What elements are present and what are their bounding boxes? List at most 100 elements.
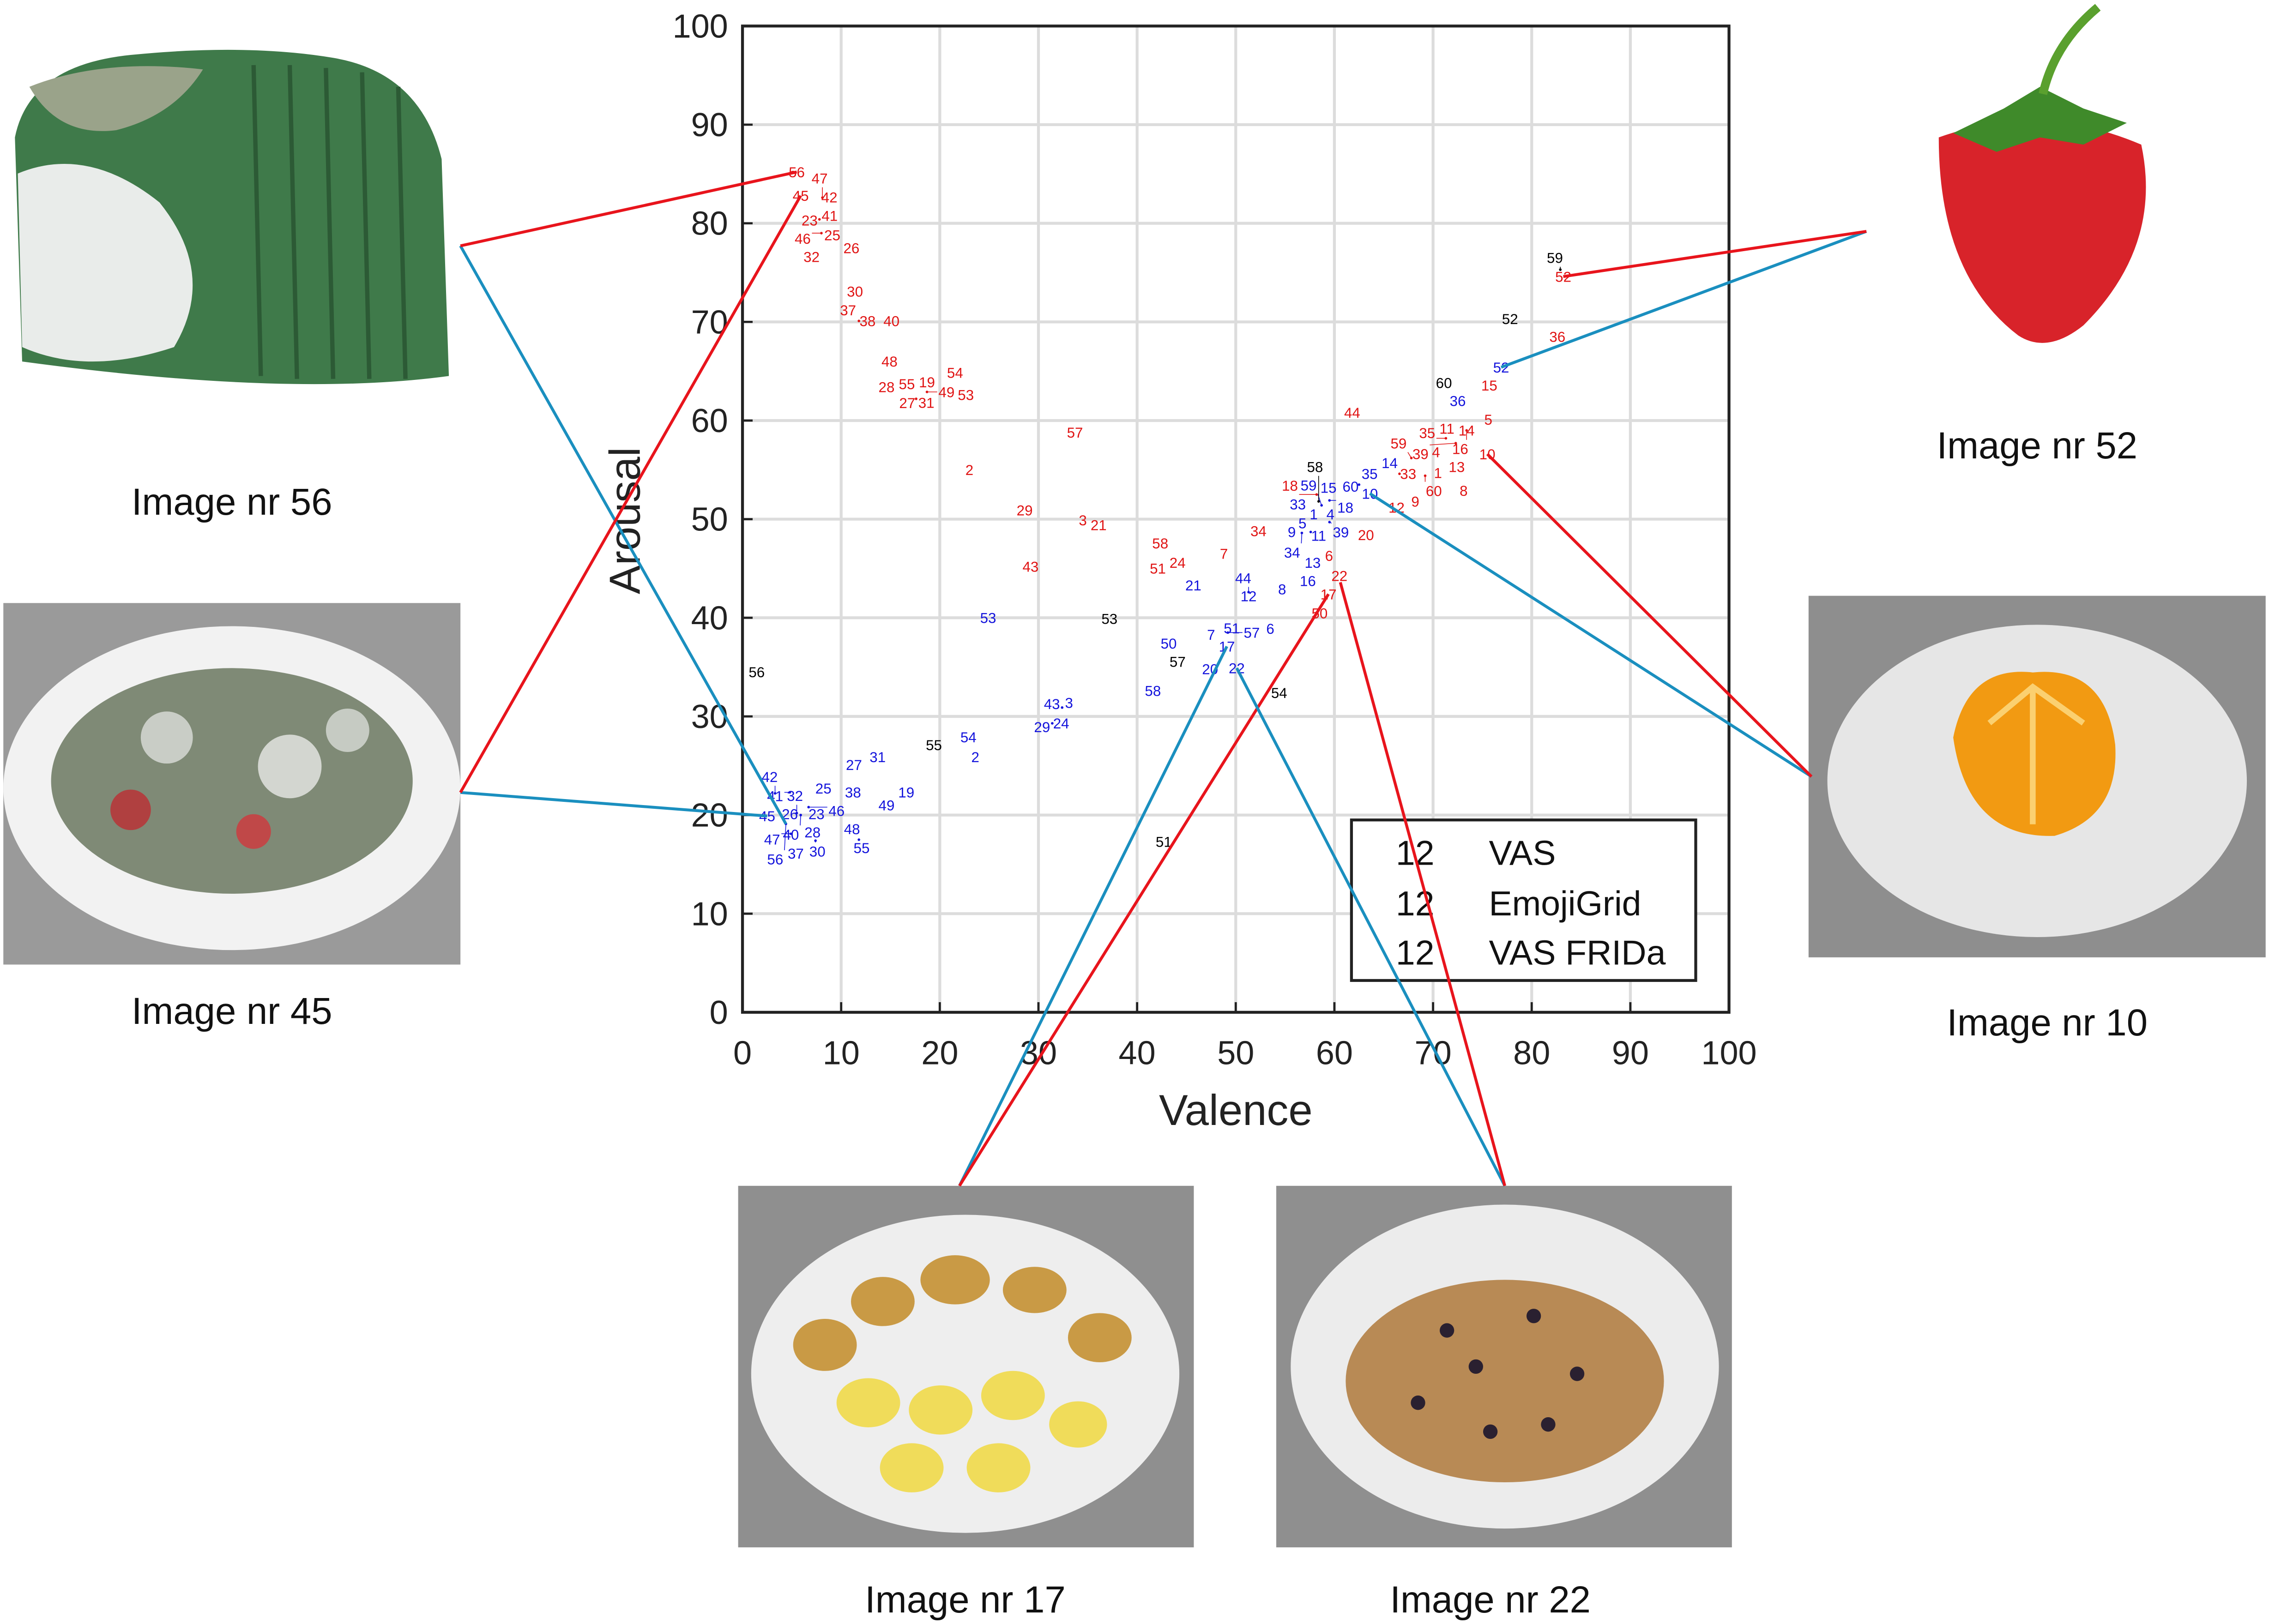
point-marker [1444,437,1448,440]
point-label: 54 [947,365,963,381]
point-marker [1247,590,1250,594]
point-marker [807,806,810,809]
point-label: 16 [1300,573,1316,589]
point-label: 54 [960,729,977,746]
point-label: 40 [783,827,799,843]
label-leader-line [800,815,801,826]
point-label: 59 [1547,250,1563,266]
point-label: 49 [938,384,954,400]
point-label: 13 [1448,459,1465,475]
point-label: 7 [1220,546,1228,562]
point-label: 2 [972,749,979,765]
scatter-chart: 0 10 20 30 40 50 60 70 80 90 100 01020304050607080… [601,8,1757,1134]
point-label: 37 [788,846,804,862]
point-label: 57 [1067,425,1083,441]
point-label: 24 [1170,555,1186,571]
x-tick-label: 10 [823,1035,860,1072]
point-marker [799,813,802,817]
point-label: 15 [1481,378,1497,394]
point-label: 58 [1307,459,1323,475]
point-label: 42 [821,189,838,205]
point-label: 5 [1485,412,1492,428]
point-label: 51 [1224,620,1240,637]
point-label: 33 [1290,497,1306,513]
point-label: 4 [1432,445,1440,461]
point-label: 59 [1301,478,1317,494]
point-marker [915,397,917,400]
point-label: 20 [1358,527,1374,543]
label-leader-lines [773,187,1562,850]
point-label: 1 [1310,506,1317,523]
series-emojigrid: 1234567891011121314151617181920212223242… [789,164,1571,622]
point-label: 26 [843,240,859,256]
point-label: 29 [1034,719,1050,735]
x-tick-label: 80 [1513,1035,1550,1072]
point-label: 51 [1150,561,1166,577]
point-label: 6 [1325,548,1333,564]
point-label: 36 [1450,393,1466,409]
point-label: 12 [1241,589,1257,605]
point-marker [1320,504,1323,507]
image-22-caption: Image nr 22 [1390,1579,1591,1621]
point-label: 53 [1101,611,1117,627]
point-label: 60 [1426,483,1442,499]
x-tick-label: 100 [1701,1035,1756,1072]
point-label: 30 [847,283,863,300]
point-label: 11 [1439,421,1454,437]
image-52-caption: Image nr 52 [1937,425,2137,467]
image-45-moldy-strawberries-plate-icon [3,603,461,965]
point-label: 47 [764,831,780,848]
point-label: 5 [1298,515,1306,531]
point-label: 32 [787,788,803,804]
x-tick-label: 60 [1316,1035,1353,1072]
y-tick-label: 0 [710,994,728,1031]
point-label: 58 [1152,535,1168,552]
point-label: 46 [828,803,845,819]
connector-blue-image-45 [460,791,767,818]
point-label: 55 [899,376,915,392]
point-label: 11 [1311,528,1327,544]
point-label: 57 [1170,654,1186,670]
point-marker [857,319,860,323]
label-leader-line [1430,443,1456,445]
y-tick-label: 40 [691,600,728,637]
point-label: 28 [804,824,821,841]
point-label: 58 [1145,683,1161,699]
image-56-caption: Image nr 56 [132,481,332,523]
point-label: 13 [1305,555,1321,571]
y-tick-label: 20 [691,797,728,834]
point-label: 52 [1502,311,1518,327]
connector-blue-image-52 [1500,230,1867,369]
point-marker [1300,531,1303,535]
image-10-caption: Image nr 10 [1947,1002,2148,1044]
image-56-moldy-bread-icon [15,49,449,385]
point-label: 4 [1327,506,1334,523]
point-label: 18 [1337,500,1353,516]
point-label: 6 [1266,621,1274,637]
x-axis-ticks: 0 10 20 30 40 50 60 70 80 90 100 [733,1002,1757,1072]
point-label: 23 [802,213,818,229]
point-label: 2 [966,462,973,478]
legend-sample-frida: 12 [1396,933,1435,972]
point-label: 52 [1493,360,1509,376]
point-label: 21 [1091,517,1107,534]
connector-blue-image-10 [1369,492,1812,778]
image-17-potatoes-plate-icon [738,1185,1194,1547]
point-label: 19 [919,374,935,391]
y-tick-label: 10 [691,896,728,932]
point-label: 55 [926,737,942,753]
point-label: 54 [1271,685,1287,701]
point-marker [1315,493,1318,496]
point-label: 60 [1343,479,1359,495]
point-label: 14 [1459,423,1475,439]
point-marker [1424,474,1427,477]
x-axis-label: Valence [1159,1086,1313,1134]
point-label: 31 [869,749,886,765]
point-marker [818,218,821,221]
image-45-caption: Image nr 45 [132,990,332,1032]
y-tick-label: 30 [691,698,728,735]
image-22-muesli-plate-icon [1276,1185,1732,1547]
point-label: 53 [980,610,996,626]
point-label: 39 [1412,446,1429,463]
